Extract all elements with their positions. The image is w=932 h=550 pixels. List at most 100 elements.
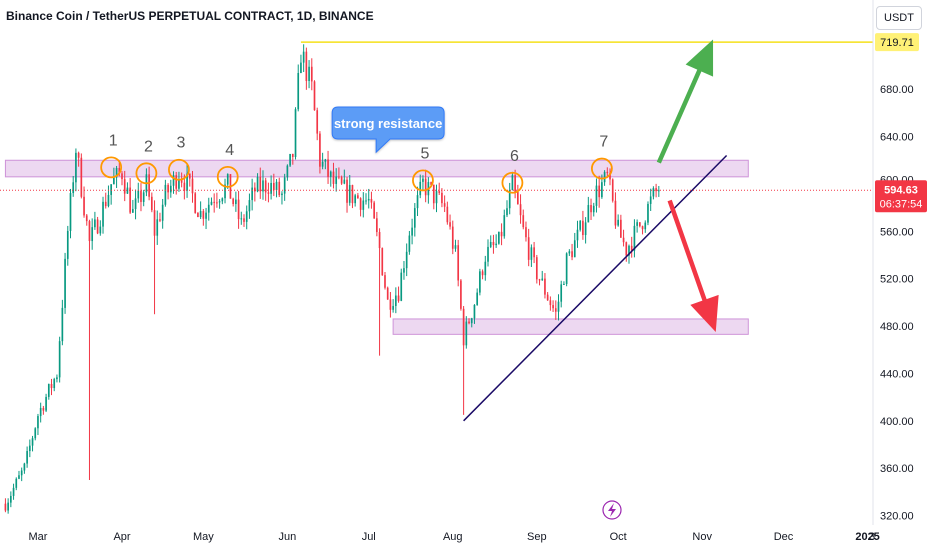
candle-body	[88, 221, 91, 242]
candle-body	[37, 416, 39, 429]
candle-body	[275, 181, 278, 191]
candle-body	[514, 175, 516, 192]
candle-body	[159, 219, 161, 221]
candle-body	[411, 227, 413, 236]
candle-body	[218, 201, 221, 203]
touch-circle	[135, 162, 158, 185]
candle-body	[123, 179, 126, 194]
candle-body	[647, 203, 649, 223]
candle-body	[134, 198, 137, 210]
candle-body	[365, 200, 367, 202]
touch-label: 1	[109, 132, 118, 149]
candle-body	[465, 321, 468, 346]
candle-body	[167, 184, 169, 193]
candle-body	[31, 438, 34, 446]
candle-body	[10, 495, 12, 503]
candle-body	[587, 205, 590, 223]
candle-body	[205, 212, 207, 219]
candle-body	[99, 226, 102, 234]
candle-body	[438, 191, 441, 193]
candle-body	[132, 209, 134, 213]
candle-body	[620, 219, 622, 238]
candle-body	[12, 487, 15, 496]
candle-body	[300, 62, 302, 73]
candle-body	[102, 201, 104, 227]
candle-body	[560, 284, 563, 302]
candle-body	[115, 167, 118, 178]
candle-body	[264, 180, 267, 193]
candle-body	[500, 231, 503, 237]
candle-body	[245, 211, 248, 222]
callout-text: strong resistance	[334, 116, 442, 131]
candle-body	[270, 182, 272, 194]
candle-body	[454, 245, 457, 249]
candle-body	[370, 198, 373, 203]
candle-body	[601, 182, 603, 198]
candle-body	[535, 257, 538, 280]
candle-body	[644, 222, 647, 230]
candle-body	[435, 191, 438, 204]
candle-body	[397, 295, 400, 301]
candle-body	[251, 187, 253, 201]
marks-layer: 1 2 3 4 5 6 7 strong resistance	[100, 39, 719, 332]
candle-body	[449, 222, 451, 227]
lightning-icon[interactable]	[602, 500, 622, 520]
support-zone	[392, 318, 749, 335]
candle-body	[28, 445, 31, 452]
candle-body	[85, 215, 88, 222]
candle-body	[462, 308, 465, 346]
candle-body	[286, 165, 289, 178]
candle-body	[126, 187, 129, 194]
candle-body	[178, 179, 180, 189]
touch-label: 7	[599, 134, 608, 151]
candle-body	[655, 188, 657, 192]
candle-body	[590, 205, 592, 213]
x-tick-label: 3	[869, 531, 875, 543]
currency-button[interactable]: USDT	[876, 6, 922, 30]
candle-body	[316, 110, 319, 134]
x-tick-label: 2025	[855, 531, 879, 543]
candle-body	[657, 190, 660, 192]
candle-body	[23, 463, 26, 471]
candle-body	[61, 307, 64, 342]
candle-body	[210, 201, 213, 205]
high-price-value: 719.71	[880, 37, 914, 49]
candle-body	[592, 205, 595, 213]
candle-body	[617, 219, 619, 226]
candle-body	[240, 218, 243, 220]
candle-body	[343, 179, 346, 184]
candle-body	[243, 218, 245, 222]
touch-circle	[100, 156, 123, 179]
touch-label: 3	[176, 135, 185, 152]
y-tick-label: 480.00	[880, 321, 914, 333]
candle-body	[94, 219, 96, 228]
candle-body	[83, 196, 85, 216]
resistance-zone	[4, 159, 749, 178]
candle-body	[446, 206, 449, 223]
price-axis[interactable]: 320.00 360.00 400.00 440.00 480.00 520.00 560.…	[875, 33, 927, 523]
candle-body	[202, 211, 205, 219]
candle-body	[169, 185, 172, 193]
candle-body	[576, 229, 579, 241]
candle-body	[180, 179, 183, 183]
candle-body	[262, 180, 264, 192]
last-price-tag	[875, 180, 927, 213]
candle-body	[538, 279, 541, 281]
candle-body	[622, 237, 625, 243]
candle-body	[50, 383, 53, 389]
candle-body	[34, 428, 37, 439]
candle-body	[207, 204, 210, 213]
candle-body	[460, 280, 462, 309]
candle-body	[473, 304, 476, 319]
candle-body	[628, 245, 630, 256]
x-tick-label: Jun	[279, 531, 297, 543]
candle-body	[66, 230, 69, 259]
x-tick-label: May	[193, 531, 214, 543]
candle-body	[80, 157, 83, 197]
candle-body	[107, 194, 110, 207]
candle-body	[416, 195, 419, 209]
candle-body	[346, 179, 348, 203]
